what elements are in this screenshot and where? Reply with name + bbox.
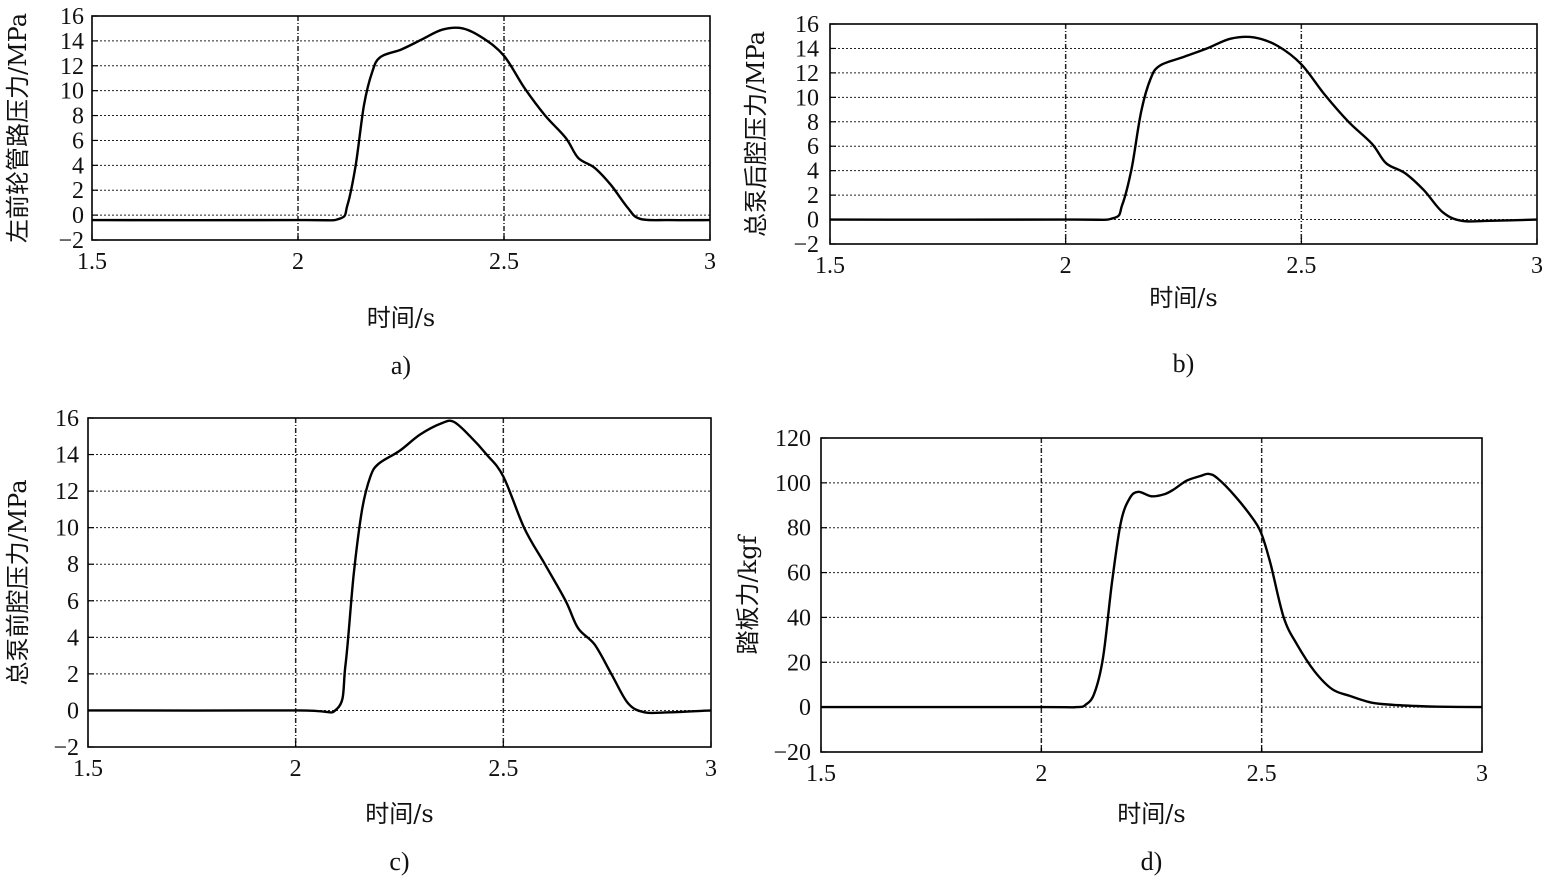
x-axis-label-b: 时间/s: [1149, 284, 1217, 312]
x-axis-label-d: 时间/s: [1117, 800, 1185, 828]
plot-frame-a: [91, 15, 711, 241]
y-axis-label-a: 左前轮管路压力/MPa: [4, 13, 32, 243]
series-line-d: [821, 472, 1483, 709]
plot-frame-b: [829, 23, 1538, 245]
series-line-a: [91, 26, 711, 222]
y-tick-label-a-9: 16: [60, 4, 84, 30]
y-tick-label-b-3: 4: [807, 159, 819, 185]
y-tick-label-c-0: −2: [53, 735, 79, 761]
x-tick-label-c-0: 1.5: [73, 756, 103, 782]
y-tick-label-c-6: 10: [55, 516, 79, 542]
grid-a: [92, 16, 710, 240]
y-tick-label-a-2: 2: [72, 178, 84, 204]
y-tick-label-a-3: 4: [72, 153, 84, 179]
y-tick-label-b-0: −2: [793, 232, 819, 258]
y-tick-label-d-2: 20: [787, 650, 811, 676]
plot-frame-d: [820, 437, 1483, 753]
x-axis-label-c: 时间/s: [365, 800, 433, 828]
y-tick-label-c-9: 16: [55, 406, 79, 432]
y-tick-label-d-7: 120: [775, 426, 811, 452]
x-tick-label-a-1: 2: [292, 249, 304, 275]
y-tick-label-b-6: 10: [795, 85, 819, 111]
panel-caption-d: d): [1141, 847, 1163, 876]
y-tick-label-b-7: 12: [795, 61, 819, 87]
x-tick-label-d-2: 2.5: [1247, 761, 1277, 787]
x-tick-label-a-0: 1.5: [77, 249, 107, 275]
y-tick-label-a-0: −2: [58, 228, 84, 254]
y-tick-label-c-3: 4: [67, 625, 79, 651]
x-tick-label-c-2: 2.5: [488, 756, 518, 782]
x-tick-label-d-1: 2: [1035, 761, 1047, 787]
y-tick-label-b-8: 14: [795, 36, 819, 62]
y-tick-label-b-1: 0: [807, 208, 819, 234]
y-tick-label-c-4: 6: [67, 589, 79, 615]
x-axis-label-a: 时间/s: [367, 304, 435, 332]
y-tick-label-d-6: 100: [775, 471, 811, 497]
y-tick-label-c-1: 0: [67, 698, 79, 724]
y-tick-label-c-2: 2: [67, 662, 79, 688]
x-tick-label-b-2: 2.5: [1286, 253, 1316, 279]
y-tick-label-d-3: 40: [787, 605, 811, 631]
grid-c: [88, 418, 711, 747]
panel-caption-a: a): [391, 351, 411, 380]
x-tick-label-a-3: 3: [704, 249, 716, 275]
y-tick-label-d-1: 0: [799, 695, 811, 721]
x-tick-label-b-3: 3: [1531, 253, 1543, 279]
grid-d: [821, 438, 1482, 752]
x-tick-label-d-3: 3: [1476, 761, 1488, 787]
y-tick-label-a-7: 12: [60, 54, 84, 80]
y-tick-label-d-0: −20: [773, 740, 811, 766]
y-tick-label-b-9: 16: [795, 12, 819, 38]
y-tick-label-a-6: 10: [60, 79, 84, 105]
y-axis-label-d: 踏板力/kgf: [734, 533, 762, 654]
series-line-b: [829, 35, 1538, 223]
y-tick-label-c-5: 8: [67, 552, 79, 578]
axis-ticks-c: −2 0 2 4 6 8 10 12 14 16 1.5 2 2.5 3: [53, 406, 717, 782]
y-tick-label-a-1: 0: [72, 203, 84, 229]
grid-b: [830, 24, 1537, 244]
plot-frame-c: [87, 417, 712, 748]
x-tick-label-d-0: 1.5: [806, 761, 836, 787]
y-tick-label-b-5: 8: [807, 110, 819, 136]
y-tick-label-b-2: 2: [807, 183, 819, 209]
y-tick-label-a-5: 8: [72, 104, 84, 130]
x-tick-label-b-0: 1.5: [815, 253, 845, 279]
x-tick-label-c-1: 2: [290, 756, 302, 782]
series-line-c: [87, 419, 712, 715]
y-tick-label-d-5: 80: [787, 516, 811, 542]
x-tick-label-b-1: 2: [1060, 253, 1072, 279]
y-tick-label-a-4: 6: [72, 128, 84, 154]
y-tick-label-b-4: 6: [807, 134, 819, 160]
x-tick-label-c-3: 3: [705, 756, 717, 782]
x-tick-label-a-2: 2.5: [489, 249, 519, 275]
y-axis-label-c: 总泵前腔压力/MPa: [4, 479, 32, 685]
y-tick-label-c-7: 12: [55, 479, 79, 505]
y-axis-label-b: 总泵后腔压力/MPa: [742, 31, 770, 237]
y-tick-label-c-8: 14: [55, 443, 79, 469]
panel-caption-b: b): [1173, 349, 1195, 378]
y-tick-label-d-4: 60: [787, 561, 811, 587]
axis-ticks-d: −20 0 20 40 60 80 100 120 1.5 2 2.5 3: [773, 426, 1488, 787]
panel-caption-c: c): [389, 847, 409, 876]
y-tick-label-a-8: 14: [60, 29, 84, 55]
